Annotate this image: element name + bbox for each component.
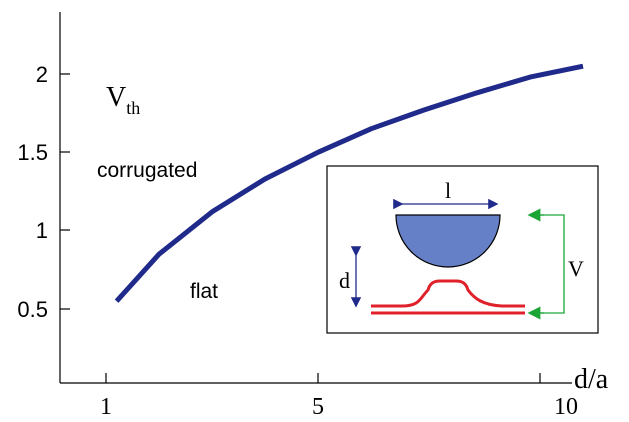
tip-shape <box>395 214 501 268</box>
y-axis-label-main: V <box>106 82 126 113</box>
series-line <box>114 63 584 303</box>
inset: l d V <box>326 165 599 334</box>
x-ticks: 1 5 10 <box>100 373 578 420</box>
region-label-corrugated: corrugated <box>97 159 197 182</box>
x-tick-label: 1 <box>100 394 112 420</box>
y-tick-label: 2 <box>36 62 48 87</box>
x-tick-label: 10 <box>554 394 578 420</box>
x-axis-label: d/a <box>574 364 609 395</box>
y-axis-label: Vth <box>106 82 140 118</box>
inset-label-v: V <box>568 256 584 281</box>
corrugated-electrode <box>371 279 525 308</box>
region-label-flat: flat <box>190 280 218 303</box>
inset-label-l: l <box>445 178 451 203</box>
voltage-circuit <box>532 214 565 314</box>
series-layer <box>114 63 584 303</box>
y-axis-label-sub: th <box>126 98 140 118</box>
y-tick-label: 1 <box>36 218 48 243</box>
y-tick-label: 0.5 <box>17 297 48 322</box>
x-tick-label: 5 <box>312 394 324 420</box>
y-ticks: 2 1.5 1 0.5 <box>17 62 70 322</box>
y-tick-label: 1.5 <box>17 140 48 165</box>
inset-label-d: d <box>339 268 350 293</box>
